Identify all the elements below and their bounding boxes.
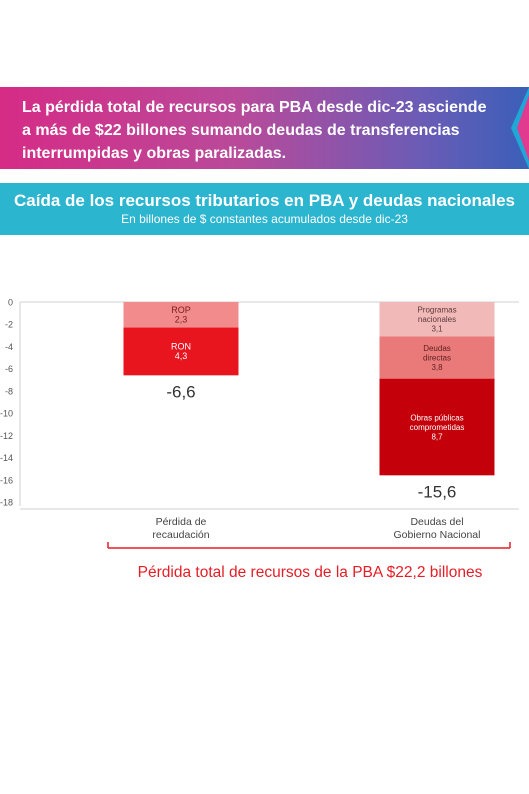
bar-segment	[123, 302, 239, 328]
segment-name-label: Programas	[417, 306, 456, 315]
headline-line-3: interrumpidas y obras paralizadas.	[22, 145, 287, 162]
y-tick-label: -18	[0, 498, 13, 508]
segment-value-label: 8,7	[431, 433, 443, 442]
segment-value-label: 3,1	[431, 325, 443, 334]
headline-banner: La pérdida total de recursos para PBA de…	[0, 87, 529, 169]
bar-segment	[379, 302, 495, 337]
segment-value-label: 4,3	[175, 351, 188, 361]
headline-line-2: a más de $22 billones sumando deudas de …	[22, 122, 460, 139]
segment-value-label: 3,8	[431, 363, 443, 372]
y-tick-label: -12	[0, 431, 13, 441]
bar-segment	[379, 336, 495, 379]
bar-segment	[379, 378, 495, 476]
chart-header: Caída de los recursos tributarios en PBA…	[0, 183, 529, 235]
y-tick-label: -10	[0, 409, 13, 419]
segment-name-label: ROP	[171, 305, 191, 315]
segment-name-label: directas	[423, 354, 451, 363]
bar-segment	[123, 327, 239, 376]
segment-name-label: Deudas	[423, 344, 451, 353]
total-loss-label: Pérdida total de recursos de la PBA $22,…	[138, 564, 483, 581]
chart-subtitle: En billones de $ constantes acumulados d…	[121, 212, 408, 226]
segment-name-label: RON	[171, 342, 191, 352]
category-label: Pérdida de	[156, 516, 207, 528]
category-label: Deudas del	[410, 516, 463, 528]
category-label: recaudación	[152, 529, 209, 541]
y-tick-label: -8	[5, 386, 13, 396]
y-tick-label: -4	[5, 342, 13, 352]
y-tick-label: -2	[5, 320, 13, 330]
segment-value-label: 2,3	[175, 315, 188, 325]
chart-title: Caída de los recursos tributarios en PBA…	[13, 191, 516, 210]
segment-name-label: nacionales	[418, 315, 456, 324]
bar-total-label: -6,6	[166, 382, 195, 401]
segment-name-label: comprometidas	[410, 423, 465, 432]
headline-line-1: La pérdida total de recursos para PBA de…	[22, 99, 487, 116]
category-label: Gobierno Nacional	[394, 529, 481, 541]
segment-name-label: Obras públicas	[410, 414, 463, 423]
y-tick-label: 0	[8, 298, 13, 308]
bar-total-label: -15,6	[418, 482, 457, 501]
y-tick-label: -14	[0, 453, 13, 463]
y-tick-label: -16	[0, 475, 13, 485]
y-tick-label: -6	[5, 364, 13, 374]
banner-corner-decoration	[511, 87, 529, 169]
